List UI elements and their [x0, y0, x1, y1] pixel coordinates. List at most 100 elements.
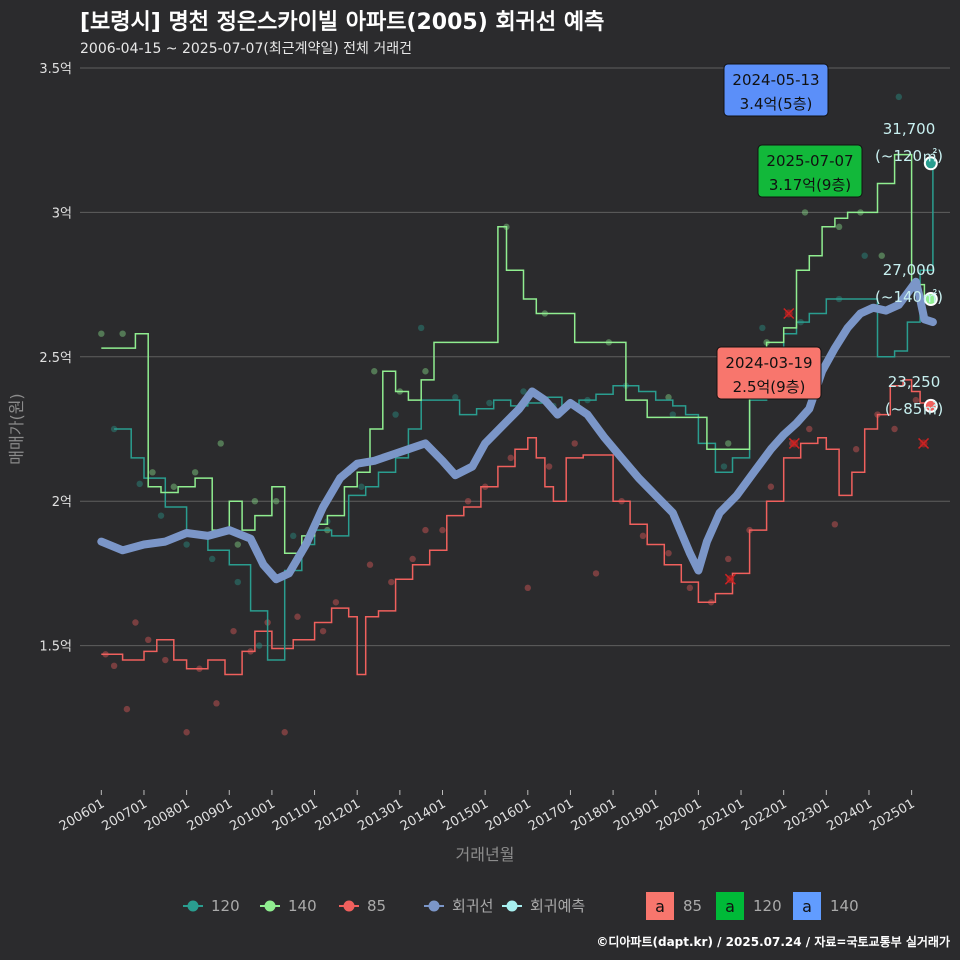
x-tick-label: 201801 — [569, 796, 619, 834]
scatter-point-140 — [191, 469, 199, 476]
scatter-point-140 — [98, 330, 105, 337]
annotation-box — [716, 346, 822, 400]
scatter-point-85 — [388, 578, 395, 586]
latest-point-120 — [923, 156, 938, 171]
scatter-point-85 — [912, 396, 920, 404]
legend-label-glyph: a — [802, 897, 812, 916]
regression-line — [97, 277, 937, 584]
scatter-point-85 — [281, 729, 288, 736]
scatter-point-120 — [358, 483, 365, 490]
scatter-point-140 — [251, 498, 259, 505]
scatter-point-85 — [767, 483, 775, 490]
chart-title: [보령시] 명천 정은스카이빌 아파트(2005) 회귀선 예측 — [80, 10, 605, 35]
scatter-point-120 — [209, 555, 216, 563]
scatter-point-140 — [801, 209, 809, 216]
latest-area-label: (~120㎡) — [875, 147, 943, 165]
annotation-box — [757, 144, 863, 198]
scatter-point-85 — [366, 561, 374, 568]
legend-label: 회귀예측 — [530, 897, 585, 915]
legend-swatch-회귀예측 — [506, 900, 518, 912]
legend-label: 140 — [288, 897, 317, 915]
latest-price-label: 23,250 — [888, 373, 941, 391]
cancelled-mark-cross — [788, 437, 800, 449]
scatter-point-120 — [290, 532, 297, 540]
legend-label-glyph: a — [725, 897, 735, 916]
scatter-point-85 — [294, 613, 301, 620]
scatter-point-85 — [162, 656, 169, 664]
scatter-point-140 — [272, 498, 280, 505]
y-axis-title: 매매가(원) — [7, 393, 26, 464]
scatter-point-85 — [110, 662, 118, 670]
scatter-point-120 — [759, 324, 766, 332]
x-tick-label: 201901 — [611, 796, 661, 834]
x-tick-label: 202501 — [867, 796, 917, 834]
y-tick-label: 2억 — [52, 495, 72, 510]
y-tick-label: 3억 — [52, 206, 72, 221]
scatter-point-85 — [891, 425, 898, 433]
y-tick-label: 2.5억 — [39, 351, 72, 366]
credit-line: ©디아파트(dapt.kr) / 2025.07.24 / 자료=국토교통부 실… — [596, 935, 950, 949]
scatter-point-85 — [639, 532, 647, 540]
scatter-point-140 — [835, 223, 843, 231]
x-tick-label: 201201 — [313, 796, 363, 834]
scatter-point-85 — [123, 705, 131, 713]
scatter-point-85 — [183, 729, 190, 736]
annotation-value: 3.4억(5층) — [740, 95, 813, 113]
legend-label-box — [646, 892, 674, 920]
scatter-point-85 — [806, 425, 813, 433]
scatter-point-120 — [255, 642, 263, 649]
scatter-point-85 — [725, 555, 732, 563]
x-tick-label: 200801 — [142, 796, 192, 834]
latest-area-label: (~140㎡) — [875, 288, 943, 306]
scatter-point-85 — [145, 636, 152, 644]
scatter-point-85 — [571, 440, 578, 447]
scatter-point-120 — [452, 394, 459, 401]
scatter-point-85 — [439, 526, 446, 534]
scatter-point-85 — [132, 619, 139, 626]
scatter-point-120 — [486, 399, 493, 407]
scatter-point-140 — [170, 483, 178, 490]
x-tick-label: 200901 — [185, 796, 235, 834]
latest-point-85 — [923, 398, 938, 413]
scatter-point-120 — [720, 463, 728, 470]
latest-price-label: 31,700 — [883, 120, 936, 138]
legend-swatch-85 — [343, 900, 355, 912]
scatter-point-85 — [592, 570, 600, 577]
scatter-point-85 — [464, 498, 472, 505]
scatter-point-120 — [895, 93, 903, 101]
x-tick-label: 202001 — [654, 796, 704, 834]
scatter-point-120 — [157, 512, 165, 519]
scatter-point-85 — [545, 463, 553, 470]
x-tick-label: 201101 — [270, 796, 320, 834]
scatter-point-85 — [409, 555, 416, 563]
scatter-point-120 — [669, 411, 676, 418]
scatter-point-140 — [371, 368, 378, 375]
legend-label: 85 — [367, 897, 386, 915]
scatter-point-85 — [230, 627, 237, 635]
scatter-point-85 — [507, 454, 514, 462]
scatter-point-85 — [319, 627, 327, 635]
scatter-point-120 — [234, 578, 241, 586]
series-line-85 — [101, 379, 934, 676]
scatter-point-85 — [831, 521, 839, 528]
latest-area-label: (~85㎡) — [885, 400, 943, 418]
scatter-point-140 — [217, 440, 224, 447]
x-tick-label: 202101 — [697, 796, 747, 834]
scatter-point-140 — [234, 541, 241, 548]
annotation-date: 2024-03-19 — [725, 354, 812, 372]
x-tick-label: 201301 — [355, 796, 405, 834]
legend-swatch-140 — [264, 900, 276, 912]
x-tick-label: 201601 — [483, 796, 533, 834]
scatter-point-85 — [524, 584, 531, 592]
scatter-point-120 — [417, 324, 425, 332]
legend-label-box — [793, 892, 821, 920]
x-axis-title: 거래년월 — [456, 845, 515, 864]
x-tick-label: 202301 — [782, 796, 832, 834]
legend-swatch-회귀선 — [428, 900, 440, 912]
legend-label-text: 120 — [753, 897, 782, 915]
cancelled-mark-cross — [918, 437, 930, 449]
legend-label: 120 — [211, 897, 240, 915]
scatter-point-140 — [422, 368, 429, 375]
annotation-box — [723, 63, 829, 117]
